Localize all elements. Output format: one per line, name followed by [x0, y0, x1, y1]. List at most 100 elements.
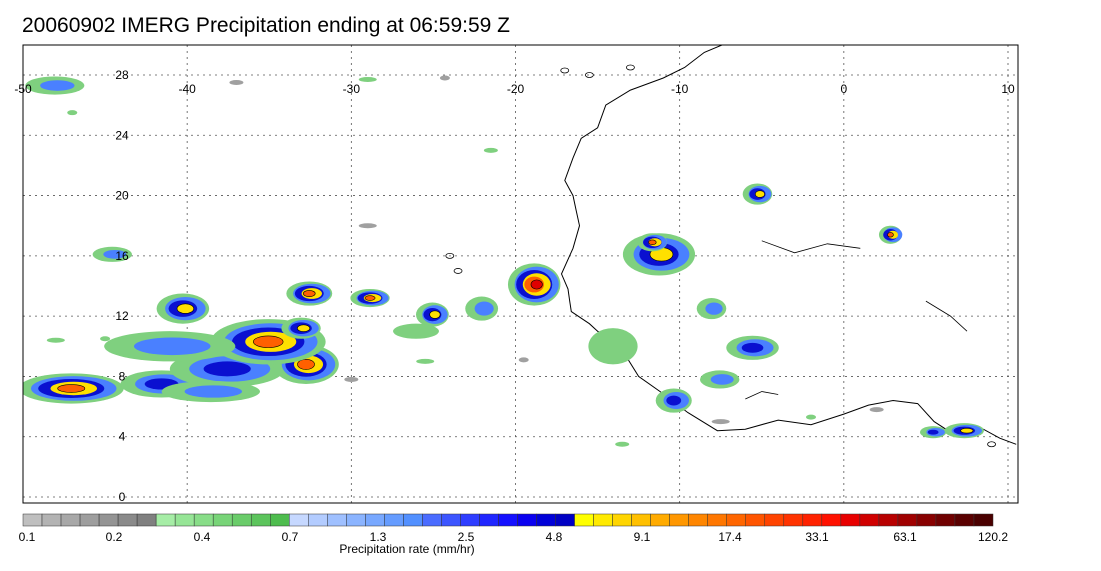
colorbar-tick-label: 0.1: [18, 530, 36, 544]
colorbar-swatch: [327, 513, 347, 527]
colorbar-swatch: [517, 513, 537, 527]
map-tick-labels: -50 -40 -30 -20 -10 0 10 28 24 20 16 12 8 4 0: [14, 68, 1015, 504]
precip-speckle: [358, 223, 377, 229]
island: [626, 64, 635, 71]
colorbar-swatch: [441, 513, 461, 527]
colorbar-swatch: [41, 513, 62, 527]
colorbar-swatch: [916, 513, 937, 527]
colorbar-swatch: [384, 513, 404, 527]
colorbar-swatch: [536, 513, 556, 527]
precip-cell-layer: [40, 80, 75, 91]
colorbar-swatch: [897, 513, 918, 527]
colorbar-swatch: [174, 513, 195, 527]
colorbar-swatch: [212, 513, 233, 527]
colorbar-swatch: [954, 513, 975, 527]
precip-speckle: [711, 419, 730, 425]
precip-speckle: [439, 75, 450, 81]
colorbar-swatch: [764, 513, 785, 527]
colorbar-swatch: [479, 513, 499, 527]
precip-speckle: [344, 376, 359, 382]
colorbar-swatch: [270, 513, 290, 527]
colorbar-tick-label: 0.4: [193, 530, 211, 544]
colorbar-tick-label: 120.2: [977, 530, 1009, 544]
precip-cell-layer: [710, 374, 734, 385]
coastline: [445, 45, 1017, 448]
colorbar-swatch: [403, 513, 423, 527]
colorbar-swatch: [745, 513, 766, 527]
precip-cell-layer: [960, 427, 974, 434]
island: [560, 67, 570, 74]
colorbar-tick-label: 4.8: [545, 530, 563, 544]
colorbar-swatch: [422, 513, 442, 527]
lat-tick-label: 12: [115, 309, 129, 323]
colorbar-tick-label: 1.3: [369, 530, 387, 544]
precip-cell-layer: [474, 301, 494, 316]
colorbar-swatch: [859, 513, 880, 527]
colorbar-swatch: [98, 513, 119, 527]
colorbar-swatch: [250, 513, 271, 527]
colorbar-tick-label: 63.1: [893, 530, 917, 544]
precip-cell-layer: [303, 290, 316, 297]
colorbar-swatch: [935, 513, 956, 527]
lat-tick-label: 24: [115, 128, 129, 142]
colorbar-swatch: [821, 513, 842, 527]
precip-cell-layer: [176, 303, 195, 314]
colorbar-tick-label: 2.5: [457, 530, 475, 544]
colorbar-swatch: [802, 513, 823, 527]
colorbar-tick-label: 9.1: [633, 530, 651, 544]
colorbar-swatch: [783, 513, 804, 527]
precip-cell-layer: [705, 302, 723, 315]
lon-tick-label: 10: [1001, 82, 1015, 96]
colorbar-swatch: [840, 513, 861, 527]
colorbar-tick-label: 17.4: [718, 530, 742, 544]
lon-tick-label: -10: [671, 82, 689, 96]
precip-cell-layer: [364, 295, 376, 301]
precip-cell-layer: [203, 361, 251, 377]
precip-cell-layer: [57, 384, 86, 393]
colorbar-swatch: [688, 513, 708, 527]
island: [987, 441, 996, 448]
precip-cell-layer: [297, 324, 311, 332]
colorbar-swatch: [365, 513, 385, 527]
precip-cell-layer: [741, 342, 764, 353]
colorbar-swatch: [136, 513, 157, 527]
precip-cell-layer: [253, 335, 284, 348]
lat-tick-label: 20: [115, 189, 129, 203]
island: [584, 72, 594, 78]
precip-cell-layer: [754, 190, 765, 198]
colorbar-swatch: [973, 513, 994, 527]
precip-speckle: [46, 337, 65, 343]
colorbar-swatch: [60, 513, 81, 527]
colorbar-swatch: [155, 513, 176, 527]
precip-speckle: [100, 336, 111, 342]
map-frame: [22, 44, 1019, 504]
inland-water: [761, 240, 861, 254]
precip-cell-layer: [927, 429, 939, 435]
colorbar-swatch: [593, 513, 613, 527]
lon-tick-label: -50: [14, 82, 32, 96]
island: [453, 268, 463, 274]
map-title: 20060902 IMERG Precipitation ending at 0…: [22, 14, 510, 37]
precip-cell-layer: [133, 337, 211, 356]
precip-speckle: [358, 77, 377, 83]
colorbar-swatch: [555, 513, 575, 527]
colorbar-swatch: [726, 513, 746, 527]
colorbar-swatch: [574, 513, 594, 527]
colorbar-swatch: [650, 513, 670, 527]
lon-tick-label: -30: [343, 82, 361, 96]
lon-tick-label: 0: [840, 82, 847, 96]
colorbar-tick-label: 33.1: [805, 530, 829, 544]
precip-cell-layer: [588, 328, 638, 365]
lon-tick-label: -40: [178, 82, 196, 96]
lat-tick-label: 4: [119, 430, 126, 444]
precip-cell-layer: [429, 310, 441, 319]
lat-tick-label: 8: [119, 369, 126, 383]
colorbar-swatch: [669, 513, 689, 527]
lat-tick-label: 16: [115, 249, 129, 263]
lat-tick-label: 0: [119, 490, 126, 504]
precip-cell-layer: [393, 323, 439, 339]
island: [445, 252, 455, 259]
colorbar-swatch: [22, 513, 43, 527]
colorbar-swatch: [498, 513, 518, 527]
